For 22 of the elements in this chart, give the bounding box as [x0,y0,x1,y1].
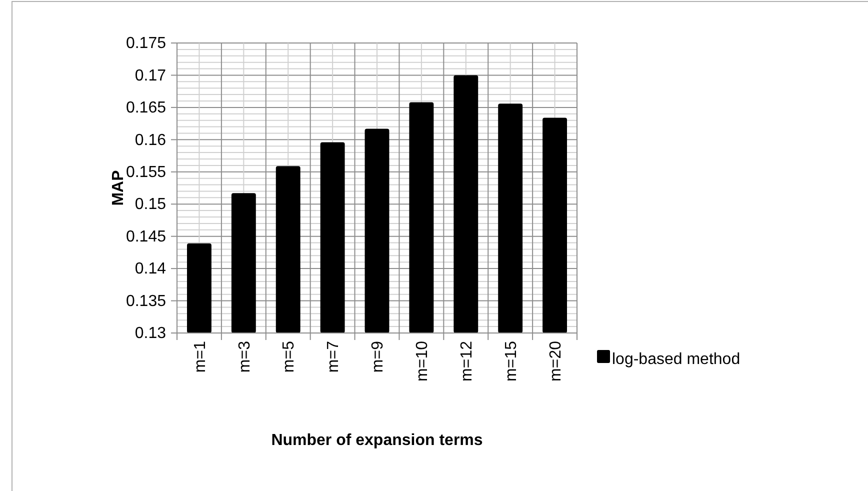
y-axis-title: MAP [110,170,127,206]
y-tick-label: 0.17 [134,67,166,84]
y-tick-label: 0.13 [134,325,166,342]
x-tick-label: m=1 [192,340,209,373]
y-tick-label: 0.14 [134,260,166,278]
x-tick-label: m=12 [458,340,476,382]
x-tick-label: m=15 [502,340,520,382]
y-tick-label: 0.155 [126,164,166,182]
x-axis-title: Number of expansion terms [271,432,483,449]
x-tick-label: m=9 [370,340,387,373]
x-tick-label: m=20 [547,340,564,382]
y-tick-label: 0.15 [134,196,166,214]
x-tick-label: m=7 [325,340,342,373]
x-tick-label: m=10 [414,340,432,382]
legend-label: log-based method [612,351,740,368]
y-tick-label: 0.175 [126,35,166,52]
y-tick-label: 0.145 [126,228,166,246]
y-tick-label: 0.16 [134,132,166,149]
x-tick-label: m=3 [236,340,254,373]
x-tick-label: m=5 [280,340,298,373]
y-tick-label: 0.135 [126,292,166,310]
y-tick-label: 0.165 [126,100,166,117]
